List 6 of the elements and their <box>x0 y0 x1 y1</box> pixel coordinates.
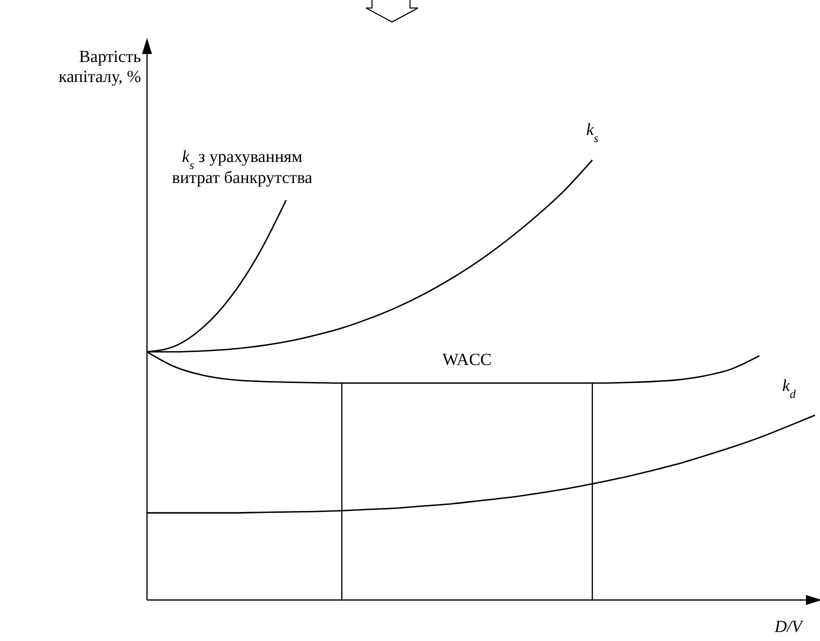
series-label: WACC <box>442 350 492 370</box>
y-axis-title: Вартість капіталу, % <box>58 47 142 86</box>
series-label: k$_{d}$ <box>782 376 796 402</box>
series-label: k$_{s}$ з урахуванням витрат банкрутства <box>172 147 313 188</box>
series-label: k$_{s}$ <box>586 120 599 145</box>
x-axis-title: D/V <box>774 617 805 636</box>
